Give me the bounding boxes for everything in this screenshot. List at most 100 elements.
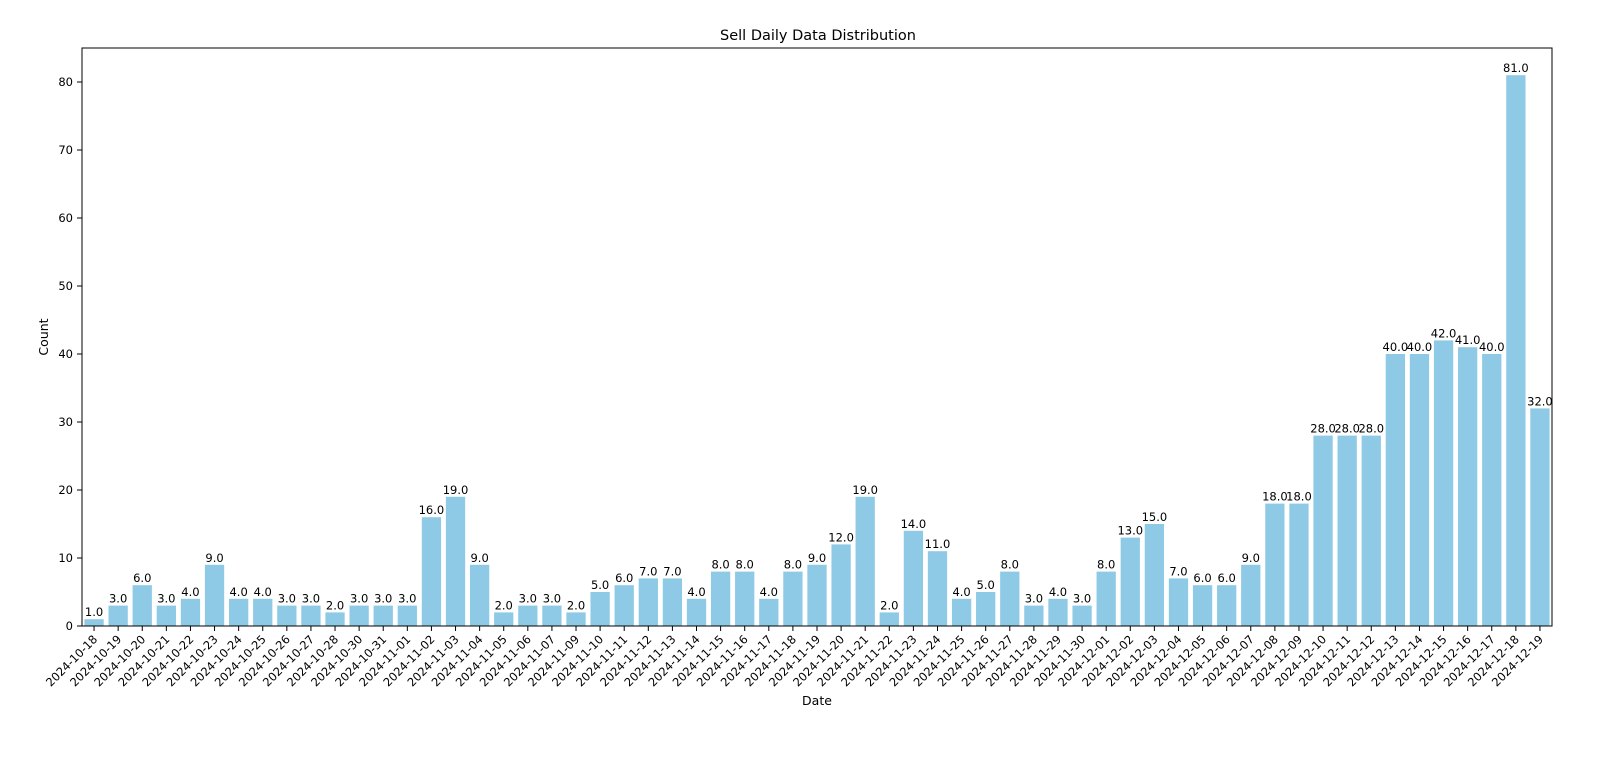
y-axis-title: Count [36, 318, 51, 355]
bar-2024-11-23 [903, 530, 924, 626]
data-label-2024-10-24: 4.0 [229, 585, 247, 599]
data-label-2024-11-18: 8.0 [784, 558, 802, 572]
bar-2024-11-15 [710, 571, 731, 626]
bar-2024-10-24 [229, 598, 249, 626]
data-label-2024-11-15: 8.0 [711, 558, 729, 572]
bar-2024-10-26 [277, 605, 297, 626]
data-label-2024-12-19: 32.0 [1527, 394, 1553, 408]
bar-2024-11-10 [590, 592, 610, 626]
data-label-2024-12-11: 28.0 [1334, 422, 1360, 436]
data-label-2024-11-07: 3.0 [543, 592, 561, 606]
data-label-2024-11-05: 2.0 [495, 598, 513, 612]
data-label-2024-12-05: 6.0 [1193, 571, 1211, 585]
x-axis: 2024-10-182024-10-192024-10-202024-10-21… [43, 626, 1546, 689]
bar-2024-11-13 [662, 578, 683, 626]
y-tick-label: 40 [58, 347, 73, 361]
data-label-2024-12-02: 13.0 [1117, 524, 1143, 538]
data-label-2024-10-28: 2.0 [326, 598, 344, 612]
bar-2024-12-15 [1433, 340, 1454, 626]
data-label-2024-11-04: 9.0 [470, 551, 488, 565]
bar-2024-12-01 [1096, 571, 1116, 626]
bar-2024-11-27 [1000, 571, 1020, 626]
data-label-2024-12-06: 6.0 [1218, 571, 1236, 585]
bar-2024-10-21 [156, 605, 176, 626]
bar-2024-11-30 [1072, 605, 1092, 626]
bar-2024-11-01 [397, 605, 417, 626]
data-label-2024-11-17: 4.0 [760, 585, 778, 599]
bar-2024-11-22 [879, 612, 899, 626]
bar-2024-10-23 [204, 564, 225, 626]
bar-2024-12-05 [1192, 585, 1213, 626]
bar-2024-10-25 [253, 598, 273, 626]
bar-2024-11-05 [494, 612, 514, 626]
bar-2024-11-07 [542, 605, 562, 626]
data-label-2024-11-16: 8.0 [736, 558, 754, 572]
bars-group [84, 75, 1550, 626]
plot-frame [81, 47, 1553, 627]
bar-2024-11-29 [1048, 598, 1068, 626]
y-tick-label: 30 [58, 415, 73, 429]
data-label-2024-10-20: 6.0 [133, 571, 151, 585]
bar-2024-11-12 [638, 578, 658, 626]
data-label-2024-10-31: 3.0 [374, 592, 392, 606]
bar-2024-12-02 [1120, 537, 1140, 626]
data-label-2024-10-30: 3.0 [350, 592, 368, 606]
data-label-2024-10-22: 4.0 [181, 585, 199, 599]
data-label-2024-11-12: 7.0 [639, 564, 657, 578]
data-label-2024-12-04: 7.0 [1169, 564, 1187, 578]
bar-2024-10-30 [349, 605, 369, 626]
bar-2024-10-20 [132, 585, 152, 626]
data-label-2024-12-08: 18.0 [1262, 490, 1288, 504]
y-tick-label: 10 [58, 551, 73, 565]
data-label-2024-11-01: 3.0 [398, 592, 416, 606]
data-label-2024-11-30: 3.0 [1073, 592, 1091, 606]
y-tick-label: 0 [66, 619, 73, 633]
bar-2024-10-22 [180, 598, 201, 626]
data-label-2024-10-23: 9.0 [205, 551, 223, 565]
data-label-2024-11-24: 11.0 [925, 537, 951, 551]
bar-2024-10-19 [108, 605, 128, 626]
data-label-2024-12-03: 15.0 [1142, 510, 1168, 524]
bar-2024-12-04 [1168, 578, 1189, 626]
bar-2024-10-27 [301, 605, 321, 626]
bar-2024-11-09 [566, 612, 586, 626]
data-label-2024-12-14: 40.0 [1407, 340, 1433, 354]
data-label-2024-11-23: 14.0 [901, 517, 927, 531]
bar-2024-12-08 [1265, 503, 1285, 626]
data-label-2024-12-15: 42.0 [1431, 326, 1457, 340]
data-label-2024-11-02: 16.0 [419, 503, 445, 517]
bar-2024-12-09 [1289, 503, 1309, 626]
data-label-2024-11-25: 4.0 [952, 585, 970, 599]
data-label-2024-11-29: 4.0 [1049, 585, 1067, 599]
chart-title: Sell Daily Data Distribution [720, 28, 916, 44]
data-label-2024-11-21: 19.0 [852, 483, 878, 497]
bar-2024-11-28 [1024, 605, 1044, 626]
data-label-2024-12-07: 9.0 [1242, 551, 1260, 565]
bar-2024-11-19 [807, 564, 827, 626]
data-label-2024-11-26: 5.0 [977, 578, 995, 592]
data-label-2024-11-11: 6.0 [615, 571, 633, 585]
bar-2024-12-16 [1458, 347, 1478, 626]
bar-2024-11-20 [831, 544, 851, 626]
bar-2024-12-13 [1385, 354, 1405, 626]
y-tick-label: 80 [58, 75, 73, 89]
bar-2024-12-14 [1409, 354, 1430, 626]
data-label-2024-11-03: 19.0 [443, 483, 469, 497]
bar-2024-10-31 [373, 605, 393, 626]
data-label-2024-12-12: 28.0 [1358, 422, 1384, 436]
data-label-2024-11-27: 8.0 [1001, 558, 1019, 572]
bar-2024-11-16 [735, 571, 755, 626]
y-tick-label: 50 [58, 279, 73, 293]
data-labels-group: 1.0 3.0 6.0 3.0 4.0 9.0 4.0 4.0 3.0 3.0 2.0 3.0 3.0 3… [85, 61, 1553, 619]
bar-2024-11-26 [976, 592, 996, 626]
data-label-2024-12-18: 81.0 [1503, 61, 1529, 75]
data-label-2024-11-10: 5.0 [591, 578, 609, 592]
data-label-2024-12-09: 18.0 [1286, 490, 1312, 504]
data-label-2024-11-09: 2.0 [567, 598, 585, 612]
data-label-2024-10-18: 1.0 [85, 605, 103, 619]
bar-2024-12-19 [1530, 408, 1550, 626]
bar-2024-11-14 [686, 598, 707, 626]
y-tick-label: 60 [58, 211, 73, 225]
data-label-2024-11-28: 3.0 [1025, 592, 1043, 606]
